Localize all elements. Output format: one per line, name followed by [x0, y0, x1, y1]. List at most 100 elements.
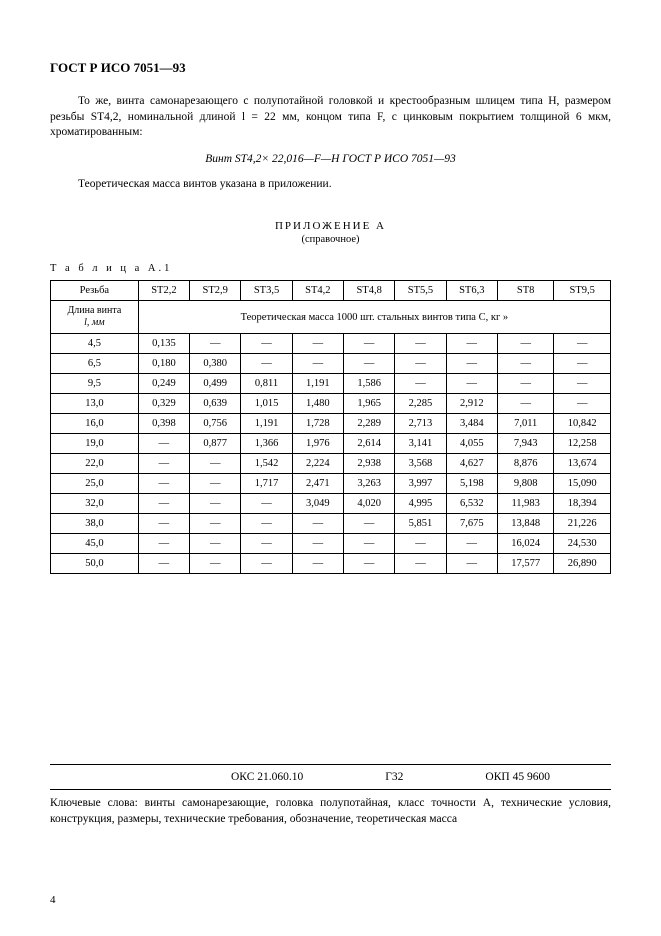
value-cell: 3,568 — [395, 454, 446, 474]
table-row: 19,0—0,8771,3661,9762,6143,1414,0557,943… — [51, 434, 611, 454]
value-cell: 5,198 — [446, 474, 497, 494]
value-cell: — — [344, 514, 395, 534]
okp-code: ОКП 45 9600 — [485, 771, 550, 783]
value-cell: 0,639 — [190, 394, 241, 414]
value-cell: 3,263 — [344, 474, 395, 494]
value-cell: 21,226 — [554, 514, 611, 534]
value-cell: 17,577 — [497, 554, 554, 574]
length-cell: 25,0 — [51, 474, 139, 494]
table-row: 50,0———————17,57726,890 — [51, 554, 611, 574]
value-cell: 2,224 — [292, 454, 343, 474]
value-cell: 13,674 — [554, 454, 611, 474]
value-cell: — — [292, 334, 343, 354]
value-cell: 5,851 — [395, 514, 446, 534]
value-cell: — — [497, 394, 554, 414]
value-cell: 7,943 — [497, 434, 554, 454]
value-cell: — — [241, 334, 292, 354]
value-cell: 15,090 — [554, 474, 611, 494]
value-cell: 0,329 — [138, 394, 189, 414]
mass-subheader: Теоретическая масса 1000 шт. стальных ви… — [138, 301, 610, 334]
g-code: Г32 — [385, 771, 403, 783]
value-cell: 3,141 — [395, 434, 446, 454]
value-cell: 1,542 — [241, 454, 292, 474]
value-cell: — — [395, 374, 446, 394]
value-cell: 8,876 — [497, 454, 554, 474]
length-cell: 13,0 — [51, 394, 139, 414]
table-label: Т а б л и ц а А.1 — [50, 263, 611, 274]
value-cell: 1,191 — [292, 374, 343, 394]
value-cell: — — [138, 554, 189, 574]
value-cell: — — [554, 354, 611, 374]
value-cell: 3,484 — [446, 414, 497, 434]
value-cell: 4,995 — [395, 494, 446, 514]
table-row: 4,50,135———————— — [51, 334, 611, 354]
value-cell: 3,049 — [292, 494, 343, 514]
document-title: ГОСТ Р ИСО 7051—93 — [50, 60, 611, 76]
value-cell: 6,532 — [446, 494, 497, 514]
value-cell: — — [395, 354, 446, 374]
value-cell: 13,848 — [497, 514, 554, 534]
table-row: 45,0———————16,02424,530 — [51, 534, 611, 554]
value-cell: — — [446, 334, 497, 354]
value-cell: — — [446, 554, 497, 574]
value-cell: 0,756 — [190, 414, 241, 434]
length-label-line2: l, мм — [84, 317, 105, 328]
value-cell: 16,024 — [497, 534, 554, 554]
value-cell: 1,015 — [241, 394, 292, 414]
value-cell: — — [190, 334, 241, 354]
value-cell: 4,627 — [446, 454, 497, 474]
value-cell: 3,997 — [395, 474, 446, 494]
col-header: ST2,9 — [190, 281, 241, 301]
value-cell: 12,258 — [554, 434, 611, 454]
length-cell: 19,0 — [51, 434, 139, 454]
value-cell: 1,965 — [344, 394, 395, 414]
length-cell: 50,0 — [51, 554, 139, 574]
value-cell: 0,380 — [190, 354, 241, 374]
value-cell: — — [344, 354, 395, 374]
page-number: 4 — [50, 894, 56, 906]
value-cell: — — [190, 494, 241, 514]
paragraph-2: Теоретическая масса винтов указана в при… — [50, 177, 611, 193]
value-cell: — — [554, 374, 611, 394]
length-cell: 4,5 — [51, 334, 139, 354]
value-cell: 1,366 — [241, 434, 292, 454]
value-cell: 0,135 — [138, 334, 189, 354]
mass-table: Резьба ST2,2 ST2,9 ST3,5 ST4,2 ST4,8 ST5… — [50, 280, 611, 574]
col-header: ST5,5 — [395, 281, 446, 301]
table-subheader-row: Длина винта l, мм Теоретическая масса 10… — [51, 301, 611, 334]
col-header: ST3,5 — [241, 281, 292, 301]
oks-code: ОКС 21.060.10 — [231, 771, 303, 783]
col-header: ST6,3 — [446, 281, 497, 301]
value-cell: 0,499 — [190, 374, 241, 394]
value-cell: — — [190, 514, 241, 534]
value-cell: 2,285 — [395, 394, 446, 414]
value-cell: 1,191 — [241, 414, 292, 434]
value-cell: — — [138, 434, 189, 454]
value-cell: — — [292, 554, 343, 574]
col-header: ST9,5 — [554, 281, 611, 301]
col-header: Резьба — [51, 281, 139, 301]
value-cell: — — [190, 454, 241, 474]
length-cell: 6,5 — [51, 354, 139, 374]
value-cell: 11,983 — [497, 494, 554, 514]
value-cell: — — [395, 334, 446, 354]
value-cell: — — [344, 534, 395, 554]
value-cell: — — [138, 514, 189, 534]
value-cell: 2,471 — [292, 474, 343, 494]
value-cell: — — [241, 514, 292, 534]
table-row: 38,0—————5,8517,67513,84821,226 — [51, 514, 611, 534]
keywords-text: Ключевые слова: винты самонарезающие, го… — [50, 796, 611, 827]
value-cell: — — [241, 494, 292, 514]
length-cell: 32,0 — [51, 494, 139, 514]
value-cell: 2,938 — [344, 454, 395, 474]
value-cell: — — [241, 354, 292, 374]
value-cell: — — [497, 334, 554, 354]
value-cell: — — [190, 474, 241, 494]
value-cell: — — [138, 454, 189, 474]
value-cell: 1,728 — [292, 414, 343, 434]
value-cell: 0,180 — [138, 354, 189, 374]
table-row: 9,50,2490,4990,8111,1911,586———— — [51, 374, 611, 394]
value-cell: — — [190, 534, 241, 554]
value-cell: — — [497, 354, 554, 374]
value-cell: — — [446, 374, 497, 394]
